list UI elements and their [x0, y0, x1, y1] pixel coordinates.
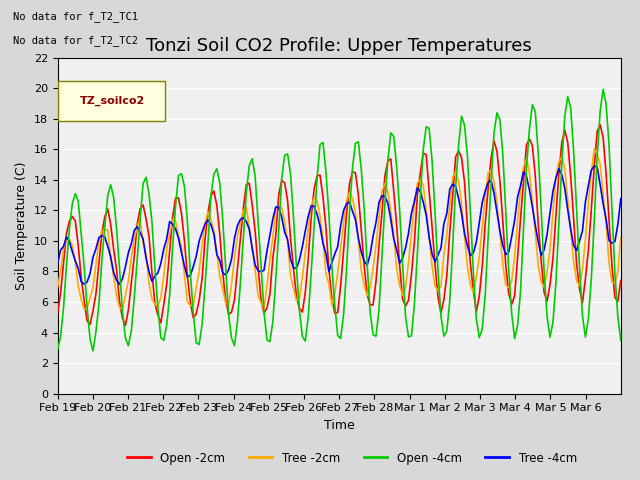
Text: TZ_soilco2: TZ_soilco2: [80, 96, 145, 107]
Legend: Open -2cm, Tree -2cm, Open -4cm, Tree -4cm: Open -2cm, Tree -2cm, Open -4cm, Tree -4…: [122, 447, 582, 469]
FancyBboxPatch shape: [58, 81, 164, 121]
Y-axis label: Soil Temperature (C): Soil Temperature (C): [15, 161, 28, 290]
Text: No data for f_T2_TC1: No data for f_T2_TC1: [13, 11, 138, 22]
X-axis label: Time: Time: [324, 419, 355, 432]
Text: No data for f_T2_TC2: No data for f_T2_TC2: [13, 35, 138, 46]
Title: Tonzi Soil CO2 Profile: Upper Temperatures: Tonzi Soil CO2 Profile: Upper Temperatur…: [147, 36, 532, 55]
